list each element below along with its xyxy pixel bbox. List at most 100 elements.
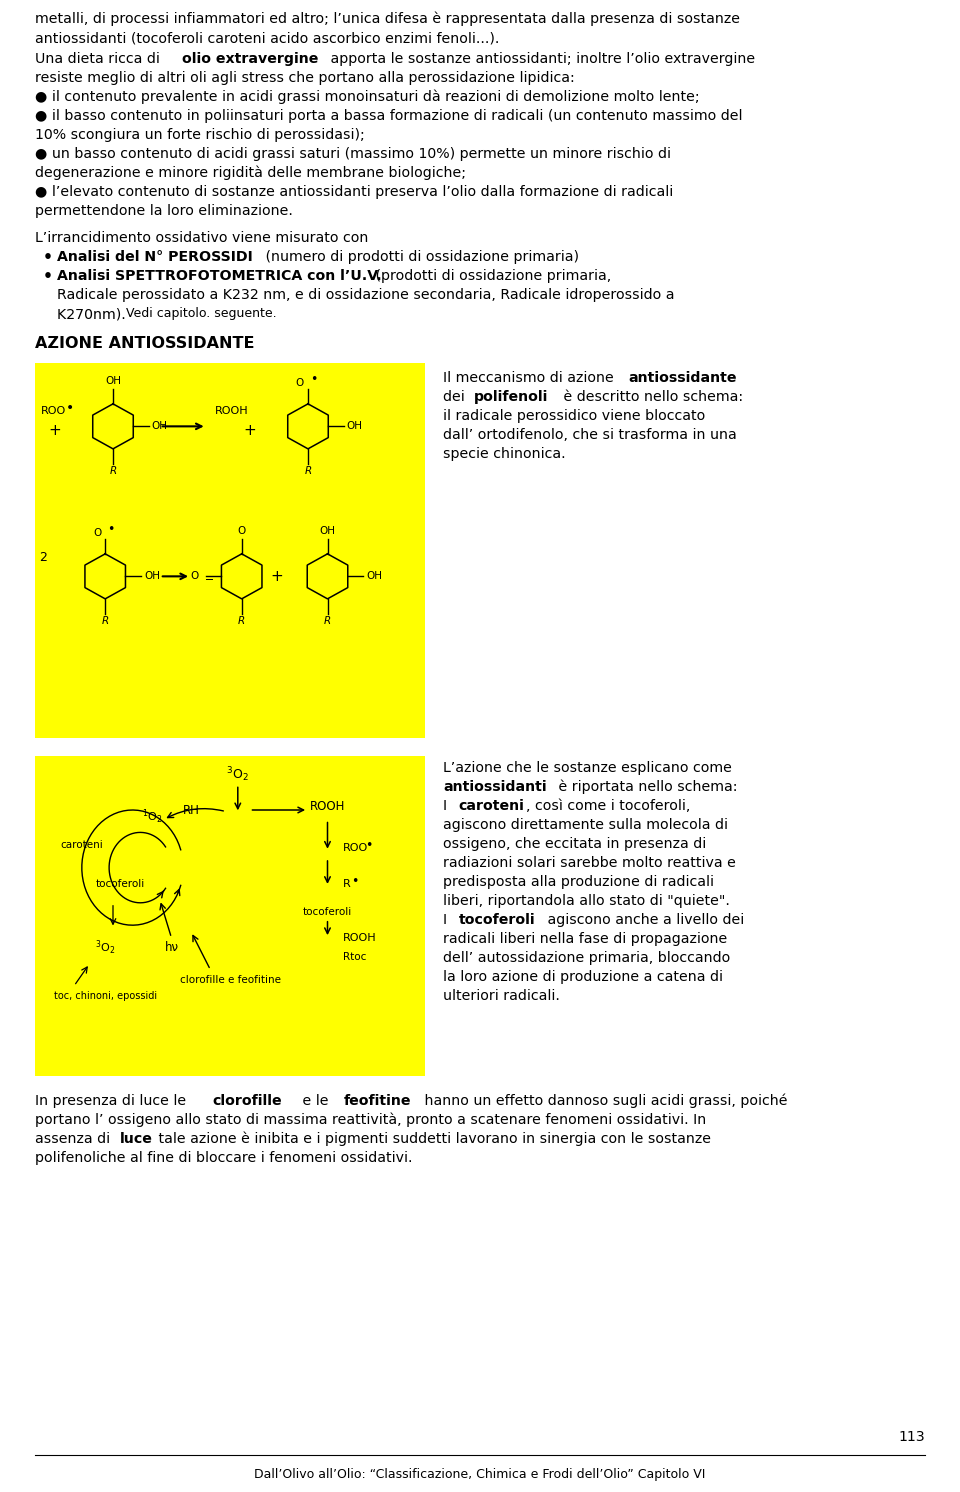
Text: R: R [343, 879, 350, 889]
Text: ROOH: ROOH [310, 800, 346, 813]
Text: ROOH: ROOH [214, 406, 248, 416]
Text: Il meccanismo di azione: Il meccanismo di azione [443, 370, 618, 385]
Text: ROO: ROO [41, 406, 66, 416]
Text: OH: OH [367, 571, 382, 582]
Text: OH: OH [152, 421, 168, 431]
Text: dell’ autossidazione primaria, bloccando: dell’ autossidazione primaria, bloccando [443, 950, 731, 965]
Text: resiste meglio di altri oli agli stress che portano alla perossidazione lipidica: resiste meglio di altri oli agli stress … [35, 72, 575, 85]
Text: tocoferoli: tocoferoli [459, 913, 535, 927]
Text: R: R [324, 616, 331, 627]
Text: dall’ ortodifenolo, che si trasforma in una: dall’ ortodifenolo, che si trasforma in … [443, 428, 736, 442]
Text: feofitine: feofitine [344, 1094, 412, 1107]
Text: olio extravergine: olio extravergine [181, 52, 318, 66]
Text: •: • [43, 269, 53, 283]
Polygon shape [35, 755, 425, 1076]
Text: Radicale perossidato a K232 nm, e di ossidazione secondaria, Radicale idropeross: Radicale perossidato a K232 nm, e di oss… [57, 288, 675, 301]
Text: R: R [102, 616, 108, 627]
Text: caroteni: caroteni [60, 840, 103, 850]
Text: Rtoc: Rtoc [343, 952, 367, 962]
Text: +: + [48, 422, 60, 437]
Text: permettendone la loro eliminazione.: permettendone la loro eliminazione. [35, 204, 293, 218]
Text: antiossidanti (tocoferoli caroteni acido ascorbico enzimi fenoli...).: antiossidanti (tocoferoli caroteni acido… [35, 31, 499, 45]
Text: Dall’Olivo all’Olio: “Classificazione, Chimica e Frodi dell’Olio” Capitolo VI: Dall’Olivo all’Olio: “Classificazione, C… [254, 1468, 706, 1482]
Polygon shape [35, 363, 425, 737]
Text: 2: 2 [38, 551, 47, 564]
Text: I: I [443, 913, 451, 927]
Text: AZIONE ANTIOSSIDANTE: AZIONE ANTIOSSIDANTE [35, 336, 254, 351]
Text: •: • [43, 251, 53, 266]
Text: Analisi del N° PEROSSIDI: Analisi del N° PEROSSIDI [57, 251, 252, 264]
Text: ROOH: ROOH [343, 932, 376, 943]
Text: $^3$O$_2$: $^3$O$_2$ [227, 765, 249, 785]
Text: e le: e le [298, 1094, 332, 1107]
Text: radiazioni solari sarebbe molto reattiva e: radiazioni solari sarebbe molto reattiva… [443, 855, 736, 870]
Text: O: O [296, 379, 303, 388]
Text: luce: luce [120, 1131, 153, 1146]
Text: ulteriori radicali.: ulteriori radicali. [443, 989, 560, 1003]
Text: ● un basso contenuto di acidi grassi saturi (massimo 10%) permette un minore ris: ● un basso contenuto di acidi grassi sat… [35, 148, 671, 161]
Text: clorofille e feofitine: clorofille e feofitine [180, 974, 280, 985]
Text: specie chinonica.: specie chinonica. [443, 446, 565, 461]
Text: ● l’elevato contenuto di sostanze antiossidanti preserva l’olio dalla formazione: ● l’elevato contenuto di sostanze antios… [35, 185, 673, 198]
Text: , così come i tocoferoli,: , così come i tocoferoli, [526, 798, 691, 813]
Text: agiscono direttamente sulla molecola di: agiscono direttamente sulla molecola di [443, 818, 728, 831]
Text: (numero di prodotti di ossidazione primaria): (numero di prodotti di ossidazione prima… [261, 251, 579, 264]
Text: $^3$O$_2$: $^3$O$_2$ [95, 938, 115, 956]
Text: •: • [351, 874, 358, 888]
Text: K270nm).: K270nm). [57, 307, 131, 321]
Text: predisposta alla produzione di radicali: predisposta alla produzione di radicali [443, 874, 714, 889]
Text: R: R [304, 467, 312, 476]
Text: caroteni: caroteni [459, 798, 524, 813]
Text: OH: OH [347, 421, 363, 431]
Text: OH: OH [320, 527, 335, 536]
Text: OH: OH [144, 571, 160, 582]
Text: degenerazione e minore rigidità delle membrane biologiche;: degenerazione e minore rigidità delle me… [35, 166, 466, 181]
Text: Analisi SPETTROFOTOMETRICA con l’U.V.: Analisi SPETTROFOTOMETRICA con l’U.V. [57, 269, 382, 283]
Text: clorofille: clorofille [212, 1094, 282, 1107]
Text: O: O [237, 527, 246, 536]
Text: antiossidante: antiossidante [628, 370, 737, 385]
Text: RH: RH [182, 804, 200, 816]
Text: 10% scongiura un forte rischio di perossidasi);: 10% scongiura un forte rischio di peross… [35, 128, 365, 142]
Text: polifenoli: polifenoli [474, 389, 548, 404]
Text: ROO: ROO [343, 843, 369, 853]
Text: metalli, di processi infiammatori ed altro; l’unica difesa è rappresentata dalla: metalli, di processi infiammatori ed alt… [35, 12, 740, 27]
Text: 113: 113 [899, 1429, 925, 1444]
Text: L’irrancidimento ossidativo viene misurato con: L’irrancidimento ossidativo viene misura… [35, 231, 369, 245]
Text: antiossidanti: antiossidanti [443, 780, 546, 794]
Text: agiscono anche a livello dei: agiscono anche a livello dei [543, 913, 745, 927]
Text: radicali liberi nella fase di propagazione: radicali liberi nella fase di propagazio… [443, 931, 728, 946]
Text: O: O [191, 571, 199, 582]
Text: L’azione che le sostanze esplicano come: L’azione che le sostanze esplicano come [443, 761, 732, 774]
Text: assenza di: assenza di [35, 1131, 114, 1146]
Text: (prodotti di ossidazione primaria,: (prodotti di ossidazione primaria, [372, 269, 612, 283]
Text: •: • [65, 401, 74, 415]
Text: •: • [108, 524, 115, 536]
Text: •: • [310, 373, 318, 386]
Text: dei: dei [443, 389, 469, 404]
Text: tale azione è inibita e i pigmenti suddetti lavorano in sinergia con le sostanze: tale azione è inibita e i pigmenti sudde… [154, 1131, 711, 1146]
Text: ● il contenuto prevalente in acidi grassi monoinsaturi dà reazioni di demolizion: ● il contenuto prevalente in acidi grass… [35, 90, 700, 104]
Text: OH: OH [105, 376, 121, 386]
Text: •: • [365, 840, 372, 852]
Text: hanno un effetto dannoso sugli acidi grassi, poiché: hanno un effetto dannoso sugli acidi gra… [420, 1094, 788, 1109]
Text: polifenoliche al fine di bloccare i fenomeni ossidativi.: polifenoliche al fine di bloccare i feno… [35, 1150, 413, 1165]
Text: toc, chinoni, epossidi: toc, chinoni, epossidi [55, 991, 157, 1001]
Text: apporta le sostanze antiossidanti; inoltre l’olio extravergine: apporta le sostanze antiossidanti; inolt… [326, 52, 756, 66]
Text: $^1$O$_2$: $^1$O$_2$ [142, 807, 162, 825]
Text: O: O [93, 528, 102, 539]
Text: tocoferoli: tocoferoli [96, 879, 145, 889]
Text: R: R [238, 616, 246, 627]
Text: è riportata nello schema:: è riportata nello schema: [554, 780, 737, 794]
Text: R: R [109, 467, 116, 476]
Text: il radicale perossidico viene bloccato: il radicale perossidico viene bloccato [443, 409, 706, 422]
Text: tocoferoli: tocoferoli [302, 907, 352, 918]
Text: +: + [271, 568, 283, 583]
Text: portano l’ ossigeno allo stato di massima reattività, pronto a scatenare fenomen: portano l’ ossigeno allo stato di massim… [35, 1113, 707, 1126]
Text: la loro azione di produzione a catena di: la loro azione di produzione a catena di [443, 970, 723, 983]
Text: è descritto nello schema:: è descritto nello schema: [559, 389, 743, 404]
Text: hν: hν [164, 941, 179, 953]
Text: ● il basso contenuto in poliinsaturi porta a bassa formazione di radicali (un co: ● il basso contenuto in poliinsaturi por… [35, 109, 742, 122]
Text: ossigeno, che eccitata in presenza di: ossigeno, che eccitata in presenza di [443, 837, 707, 850]
Text: I: I [443, 798, 451, 813]
